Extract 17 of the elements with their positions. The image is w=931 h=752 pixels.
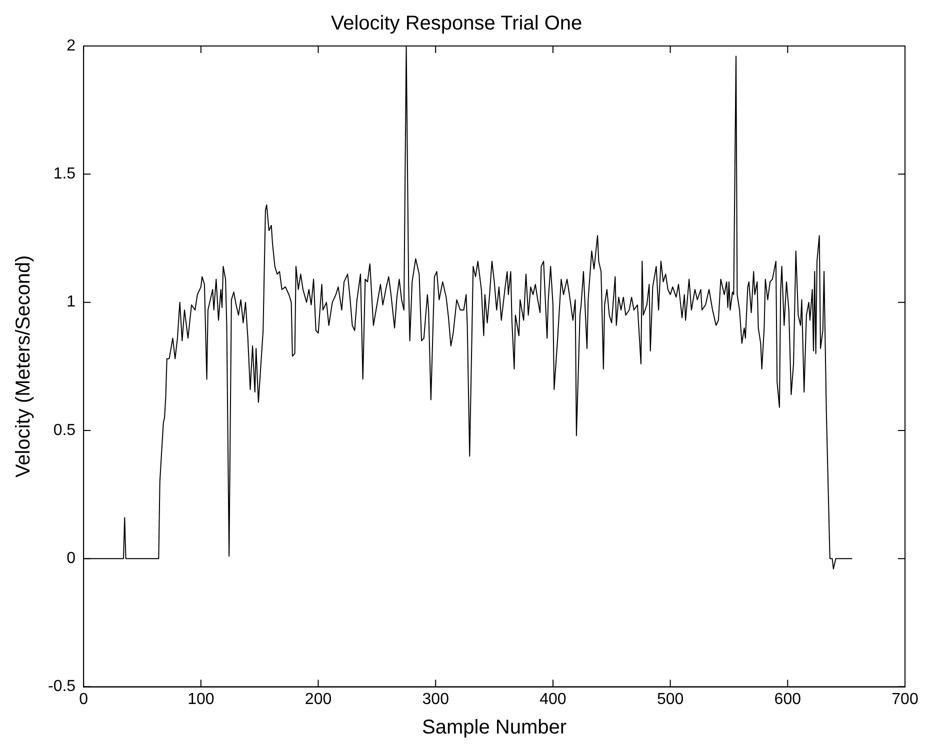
x-tick-label: 200 — [304, 690, 332, 708]
y-tick-label: 0 — [66, 550, 76, 568]
chart-title: Velocity Response Trial One — [330, 12, 582, 35]
x-tick-label: 100 — [188, 690, 214, 708]
x-tick-label: 600 — [774, 690, 802, 708]
y-tick-label: 2 — [66, 37, 76, 54]
x-tick-label: 500 — [656, 690, 684, 708]
x-tick-label: 700 — [892, 690, 918, 708]
x-tick-label: 300 — [422, 690, 450, 708]
y-tick-label: 1 — [66, 294, 76, 311]
y-axis-title: Velocity (Meters/Second) — [12, 255, 35, 478]
x-axis-title: Sample Number — [422, 716, 567, 739]
y-tick-label: 1.5 — [53, 166, 76, 183]
y-tick-label: -0.5 — [48, 678, 76, 696]
y-tick-label: 0.5 — [53, 422, 76, 439]
x-tick-label: 400 — [540, 690, 566, 708]
x-tick-label: 0 — [79, 690, 88, 708]
